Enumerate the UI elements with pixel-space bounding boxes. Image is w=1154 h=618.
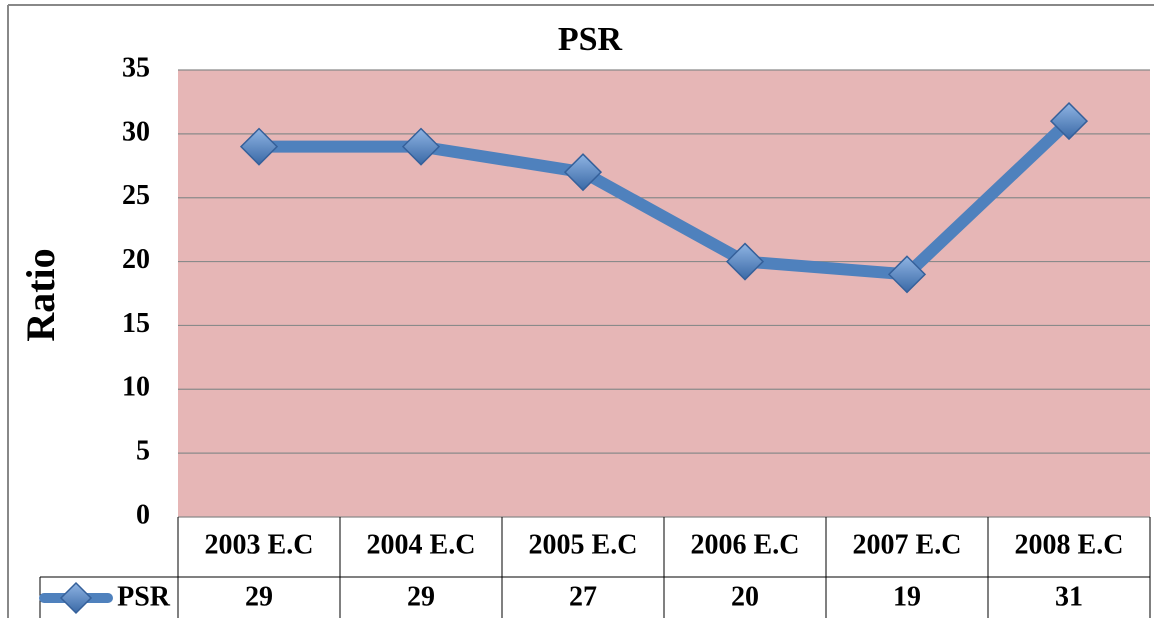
table-value: 29 <box>407 581 435 612</box>
line <box>259 116 1074 281</box>
marker <box>401 127 441 166</box>
table-value: 19 <box>893 581 921 612</box>
legend-key-marker <box>59 581 93 615</box>
y-tick-label: 10 <box>122 372 150 403</box>
y-tick-label: 30 <box>122 116 150 147</box>
table-value: 31 <box>1055 581 1083 612</box>
x-tick-label: 2004 E.C <box>367 529 476 560</box>
legend-label: PSR <box>117 581 171 612</box>
x-tick-label: 2007 E.C <box>853 529 962 560</box>
chart-title: PSR <box>558 21 623 58</box>
y-tick-label: 0 <box>136 499 150 530</box>
x-tick-label: 2008 E.C <box>1015 529 1124 560</box>
x-tick-label: 2006 E.C <box>691 529 800 560</box>
marker <box>563 153 603 192</box>
marker <box>239 127 279 166</box>
table-value: 27 <box>569 581 597 612</box>
table-value: 20 <box>731 581 759 612</box>
y-tick-label: 35 <box>122 52 150 83</box>
y-tick-label: 15 <box>122 308 150 339</box>
x-tick-label: 2003 E.C <box>205 529 314 560</box>
marker <box>887 255 927 294</box>
plot-area <box>178 70 1150 517</box>
y-tick-label: 5 <box>136 436 150 467</box>
y-axis-label: Ratio <box>18 248 63 341</box>
y-tick-label: 25 <box>122 180 150 211</box>
marker <box>725 242 765 281</box>
marker <box>1049 102 1089 141</box>
y-tick-label: 20 <box>122 244 150 275</box>
x-tick-label: 2005 E.C <box>529 529 638 560</box>
table-value: 29 <box>245 581 273 612</box>
